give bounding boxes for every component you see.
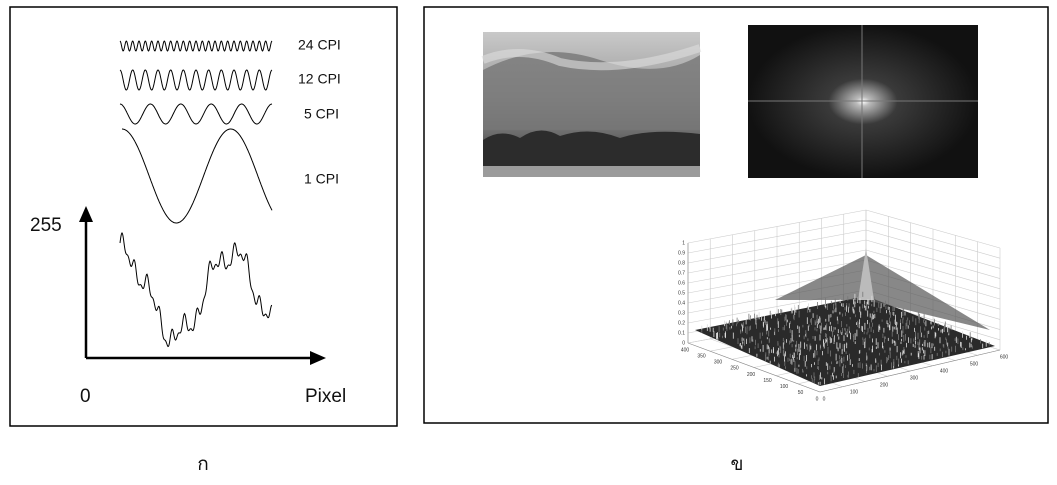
- axis-tick-label: 200: [880, 382, 889, 388]
- z-tick-label: 0.9: [678, 250, 685, 256]
- axis-tick-label: 0: [823, 396, 826, 402]
- z-tick-label: 0.7: [678, 270, 685, 276]
- axis-tick-label: 300: [910, 375, 919, 381]
- caption: ข: [731, 454, 744, 475]
- wave: [120, 104, 272, 124]
- axis-tick-label: 100: [780, 384, 789, 390]
- z-tick-label: 0.2: [678, 320, 685, 326]
- axis-tick-label: 200: [747, 372, 756, 378]
- axis-tick-label: 50: [798, 390, 804, 396]
- x-label: Pixel: [305, 386, 346, 407]
- wave-label: 24 CPI: [298, 37, 341, 53]
- origin-label: 0: [80, 386, 91, 407]
- axis-tick-label: 150: [763, 378, 772, 384]
- z-tick-label: 0.8: [678, 260, 685, 266]
- spectrum-image: [748, 25, 978, 178]
- z-tick-label: 0.6: [678, 280, 685, 286]
- surface-plot: 0 0.1 0.2 0.3 0.4 0.5 0.6 0.7 0.8 0.9 1 400 350 300 25…: [678, 210, 1008, 402]
- arrow: [79, 206, 93, 222]
- z-tick-label: 0.1: [678, 330, 685, 336]
- landscape-photo: [483, 32, 700, 177]
- combined-signal: [120, 233, 272, 347]
- caption: ก: [197, 454, 209, 475]
- z-tick-label: 0.3: [678, 310, 685, 316]
- z-tick-label: 0: [682, 340, 685, 346]
- axis-tick-label: 350: [697, 353, 706, 359]
- y-label: 255: [30, 215, 62, 236]
- waves: [120, 41, 272, 347]
- axis-tick-label: 500: [970, 361, 979, 367]
- z-tick-label: 0.5: [678, 290, 685, 296]
- axis-tick-label: 400: [940, 368, 949, 374]
- axis-tick-label: 400: [681, 347, 690, 353]
- axis-tick-label: 600: [1000, 354, 1009, 360]
- figure: 24 CPI 12 CPI 5 CPI 1 CPI 255 0 Pixel ก …: [0, 0, 1057, 480]
- axis-tick-label: 300: [714, 360, 723, 366]
- wave-label: 1 CPI: [304, 171, 339, 187]
- wave: [120, 41, 272, 51]
- wave-label: 5 CPI: [304, 106, 339, 122]
- wave-label: 12 CPI: [298, 71, 341, 87]
- axis-tick-label: 250: [730, 366, 739, 372]
- z-tick-label: 1: [682, 240, 685, 246]
- axis-tick-label: 100: [850, 389, 859, 395]
- axis-tick-label: 0: [816, 396, 819, 402]
- z-tick-label: 0.4: [678, 300, 685, 306]
- arrow: [310, 351, 326, 365]
- wave: [120, 70, 272, 90]
- wave: [122, 129, 272, 223]
